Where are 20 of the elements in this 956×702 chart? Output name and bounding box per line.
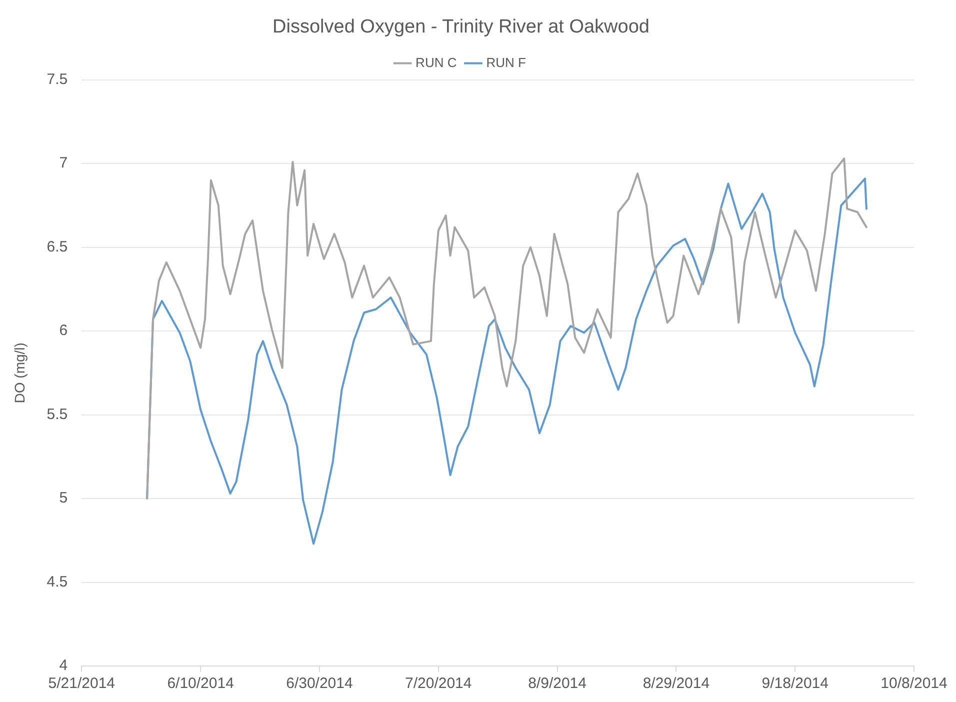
y-tick-label: 4 <box>59 657 68 674</box>
y-tick-label: 5.5 <box>46 406 68 423</box>
y-axis-title: DO (mg/l) <box>11 342 28 404</box>
x-tick-label: 8/29/2014 <box>642 675 710 692</box>
legend-label: RUN C <box>416 54 457 70</box>
y-tick-label: 6.5 <box>46 238 68 256</box>
y-tick-label: 5 <box>59 490 68 507</box>
x-tick-label: 10/8/2014 <box>880 675 948 692</box>
x-tick-label: 6/30/2014 <box>286 675 353 692</box>
y-tick-label: 7 <box>59 154 68 172</box>
chart-title: Dissolved Oxygen - Trinity River at Oakwood <box>272 16 650 38</box>
x-tick-label: 5/21/2014 <box>48 675 116 692</box>
y-tick-label: 7.5 <box>46 70 68 88</box>
legend-label: RUN F <box>486 54 526 70</box>
x-tick-label: 8/9/2014 <box>528 675 586 692</box>
x-tick-label: 6/10/2014 <box>167 675 234 692</box>
x-tick-label: 9/18/2014 <box>762 675 828 692</box>
y-tick-label: 4.5 <box>46 573 68 590</box>
y-tick-label: 6 <box>59 322 68 340</box>
x-tick-label: 7/20/2014 <box>405 675 472 692</box>
